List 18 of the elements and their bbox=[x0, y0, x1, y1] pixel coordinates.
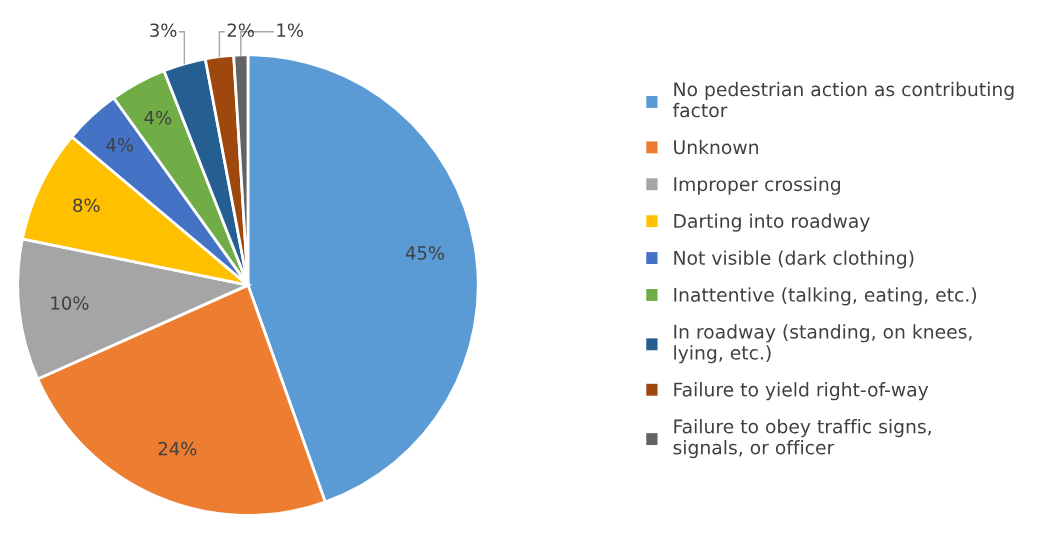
legend-label: Improper crossing bbox=[674, 176, 840, 195]
data-label: 45% bbox=[405, 246, 445, 260]
legend-label: Darting into roadway bbox=[674, 213, 870, 232]
data-label: 24% bbox=[158, 441, 197, 456]
data-label: 2% bbox=[227, 23, 254, 38]
data-label: 1% bbox=[277, 23, 304, 38]
data-label: 3% bbox=[150, 23, 177, 38]
legend-label: Failure to obey traffic signs, signals, or officer bbox=[673, 419, 931, 459]
legend-label: Inattentive (talking, eating, etc.) bbox=[674, 287, 976, 306]
data-label: 4% bbox=[106, 138, 134, 152]
legend-label: Not visible (dark clothing) bbox=[674, 250, 914, 269]
legend-label: No pedestrian action as contributing factor bbox=[672, 81, 1014, 118]
legend-label: Unknown bbox=[674, 139, 758, 155]
data-label: 10% bbox=[51, 296, 89, 310]
data-label: 8% bbox=[73, 198, 100, 213]
legend-label: In roadway (standing, on knees, lying, etc.) bbox=[674, 324, 972, 364]
data-label: 4% bbox=[144, 110, 172, 125]
legend-label: Failure to yield right-of-way bbox=[674, 382, 929, 401]
